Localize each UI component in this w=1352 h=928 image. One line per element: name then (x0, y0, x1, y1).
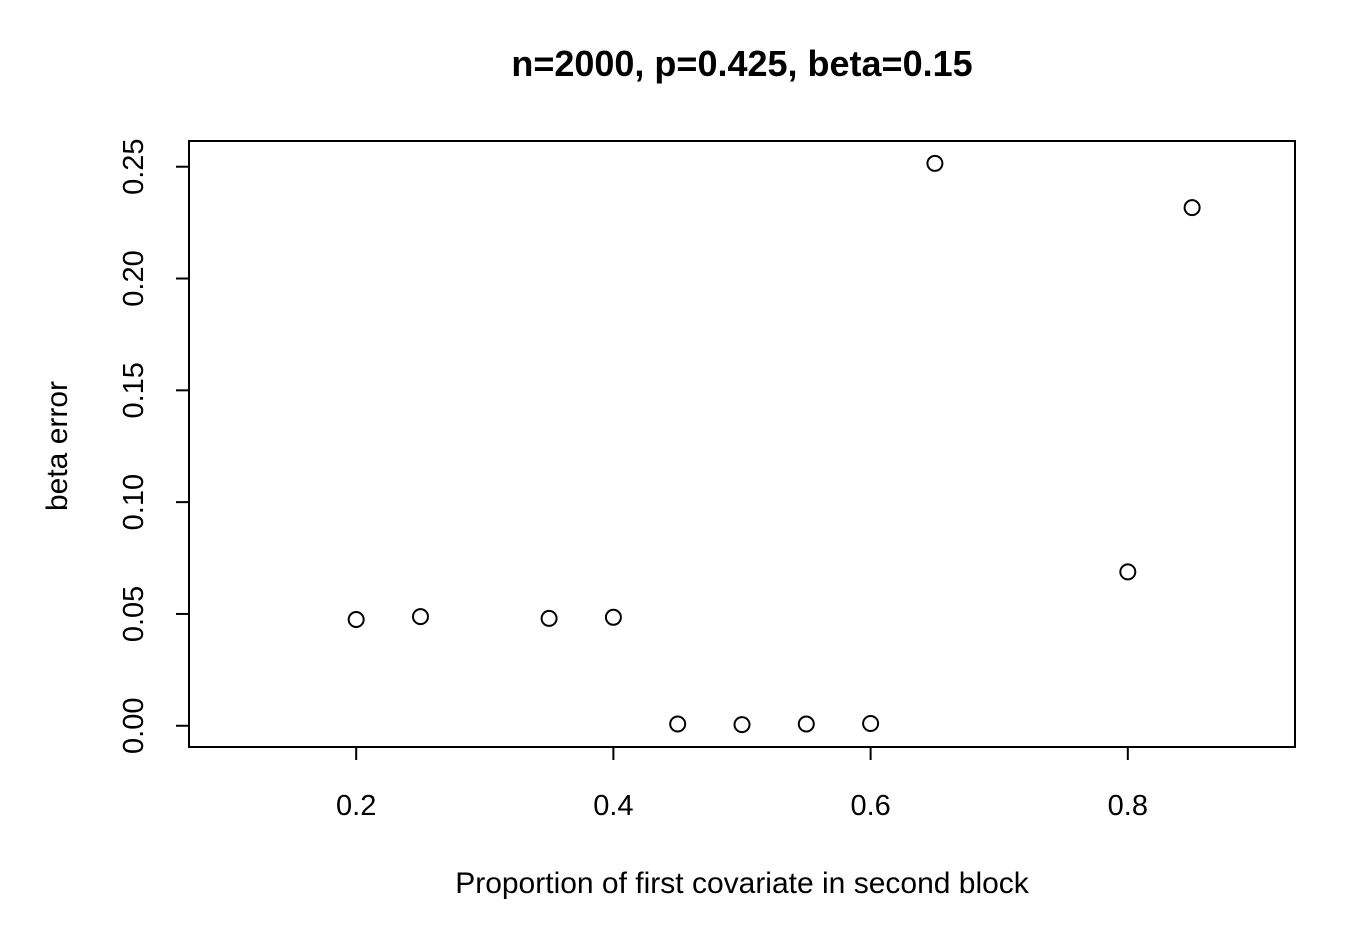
y-tick-label: 0.15 (118, 362, 150, 418)
chart-title: n=2000, p=0.425, beta=0.15 (511, 43, 972, 84)
plot-area-frame (188, 140, 1296, 748)
y-axis: 0.00 0.05 0.10 0.15 0.20 0.25 (118, 138, 189, 754)
x-axis-label: Proportion of first covariate in second … (455, 867, 1030, 900)
data-point (411, 608, 429, 626)
data-point (347, 611, 365, 629)
data-point (797, 715, 815, 733)
y-tick-label: 0.00 (118, 698, 150, 754)
data-point (862, 715, 880, 733)
data-point (1183, 199, 1201, 217)
y-axis-label: beta error (41, 381, 74, 511)
data-points (347, 154, 1201, 734)
x-tick-label: 0.8 (1108, 790, 1148, 822)
y-tick-label: 0.25 (118, 138, 150, 194)
x-axis: 0.2 0.4 0.6 0.8 (336, 747, 1148, 822)
data-point (669, 715, 687, 733)
data-point (733, 716, 751, 734)
x-tick-label: 0.4 (593, 790, 633, 822)
data-point (926, 154, 944, 172)
data-point (1119, 563, 1137, 581)
data-point (540, 609, 558, 627)
y-tick-label: 0.10 (118, 474, 150, 530)
y-tick-label: 0.05 (118, 586, 150, 642)
y-tick-label: 0.20 (118, 250, 150, 306)
x-tick-label: 0.2 (336, 790, 376, 822)
data-point (604, 608, 622, 626)
x-tick-label: 0.6 (850, 790, 890, 822)
